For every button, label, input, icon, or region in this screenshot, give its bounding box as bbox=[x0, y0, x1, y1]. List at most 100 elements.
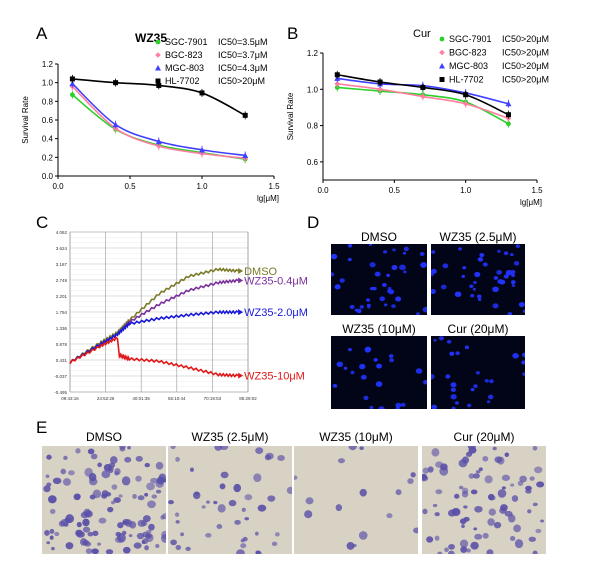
nucleus bbox=[503, 251, 509, 256]
line-wz35-10-m bbox=[69, 336, 239, 378]
x-tick-label: 55:10:44 bbox=[168, 396, 186, 401]
stained-cell bbox=[175, 544, 182, 550]
nucleus bbox=[469, 284, 474, 289]
stained-cell bbox=[194, 491, 200, 496]
legend-ic50-bgc-823: IC50=3.7μM bbox=[218, 50, 267, 60]
nucleus bbox=[383, 250, 388, 254]
d-image-wz35-high bbox=[331, 336, 427, 409]
stained-cell bbox=[206, 500, 210, 504]
point-mgc-803 bbox=[505, 100, 512, 107]
e-caption-3: Cur (20μM) bbox=[453, 430, 515, 444]
nucleus bbox=[486, 400, 491, 404]
x-tick-label: 1.0 bbox=[196, 182, 208, 191]
stained-cell bbox=[242, 536, 248, 542]
stained-cell bbox=[174, 512, 180, 517]
stained-cell bbox=[534, 466, 543, 474]
y-tick-label: 1.0 bbox=[42, 79, 54, 88]
stained-cell bbox=[358, 531, 368, 540]
point-mgc-803 bbox=[69, 80, 76, 87]
stained-cell bbox=[84, 541, 92, 547]
stained-cell bbox=[213, 500, 218, 505]
point-hl-7702 bbox=[69, 76, 75, 82]
stained-cell bbox=[244, 494, 253, 501]
nucleus bbox=[489, 379, 494, 384]
nucleus bbox=[433, 338, 437, 342]
stained-cell bbox=[87, 448, 95, 455]
y-tick-label: 0.8 bbox=[307, 122, 319, 131]
stained-cell bbox=[359, 488, 367, 497]
e-caption-1: WZ35 (2.5μM) bbox=[191, 430, 269, 444]
stained-cell bbox=[432, 503, 438, 508]
stained-cell bbox=[117, 522, 124, 529]
point-bgc-823 bbox=[462, 101, 469, 107]
point-mgc-803 bbox=[112, 121, 119, 128]
stained-cell bbox=[49, 528, 55, 534]
nucleus bbox=[402, 251, 407, 255]
stained-cell bbox=[240, 543, 247, 549]
stained-cell bbox=[68, 470, 75, 476]
nucleus bbox=[431, 289, 436, 295]
y-tick-label: 0.2 bbox=[42, 153, 54, 162]
stained-cell bbox=[346, 542, 355, 550]
stained-cell bbox=[504, 510, 513, 517]
nucleus bbox=[350, 370, 355, 375]
nucleus bbox=[334, 284, 341, 290]
stained-cell bbox=[151, 494, 158, 499]
line-wz35-2-0-m bbox=[69, 309, 239, 364]
legend-marker-hl-7702 bbox=[439, 77, 445, 82]
stained-cell bbox=[386, 513, 393, 519]
stained-cell bbox=[434, 512, 440, 517]
nucleus bbox=[331, 253, 338, 260]
chart-b: 0.6 0.8 1.0 1.2 0.0 0.5 1.0 1.5 Survival Rate lg[… bbox=[286, 28, 549, 207]
nucleus bbox=[363, 395, 369, 401]
stained-cell bbox=[51, 546, 55, 551]
chart-title: Cur bbox=[413, 28, 431, 40]
stained-cell bbox=[122, 520, 127, 525]
stained-cell bbox=[121, 476, 131, 486]
nucleus bbox=[511, 273, 515, 277]
stained-cell bbox=[427, 466, 434, 473]
stained-cell bbox=[335, 504, 343, 512]
stained-cell bbox=[60, 468, 67, 475]
x-tick-label: 0.5 bbox=[389, 186, 401, 195]
d-image-cur bbox=[431, 336, 525, 409]
stained-cell bbox=[170, 539, 177, 546]
legend-label-hl-7702: HL-7702 bbox=[165, 76, 200, 86]
stained-cell bbox=[527, 509, 532, 514]
stained-cell bbox=[475, 470, 481, 474]
image-background bbox=[331, 336, 427, 409]
stained-cell bbox=[274, 532, 280, 537]
stained-cell bbox=[75, 448, 81, 454]
stained-cell bbox=[220, 471, 229, 479]
nucleus bbox=[373, 358, 378, 362]
y-axis-label: Survival Rate bbox=[286, 92, 295, 140]
point-sgc-7901 bbox=[506, 121, 511, 127]
stained-cell bbox=[468, 446, 477, 454]
nucleus bbox=[450, 387, 456, 393]
stained-cell bbox=[48, 495, 57, 504]
x-tick-label: 24:52:26 bbox=[97, 396, 115, 401]
nucleus bbox=[386, 273, 390, 277]
stained-cell bbox=[482, 532, 489, 539]
e-image-wz35-low bbox=[168, 446, 292, 554]
stained-cell bbox=[532, 446, 538, 451]
stained-cell bbox=[108, 468, 114, 474]
stained-cell bbox=[459, 539, 469, 548]
stained-cell bbox=[540, 519, 544, 523]
stained-cell bbox=[91, 548, 99, 554]
stained-cell bbox=[189, 467, 194, 472]
point-hl-7702 bbox=[113, 80, 119, 86]
x-axis-label: lg[μM] bbox=[257, 194, 279, 203]
nucleus bbox=[510, 269, 516, 275]
x-tick-label: 1.5 bbox=[531, 186, 543, 195]
stained-cell bbox=[49, 535, 54, 540]
nucleus bbox=[449, 351, 455, 356]
stained-cell bbox=[113, 497, 121, 503]
legend-marker-mgc-803 bbox=[155, 65, 161, 71]
stained-cell bbox=[45, 474, 50, 478]
stained-cell bbox=[219, 446, 229, 451]
stained-cell bbox=[426, 536, 434, 543]
stained-cell bbox=[175, 520, 180, 524]
stained-cell bbox=[63, 455, 68, 461]
